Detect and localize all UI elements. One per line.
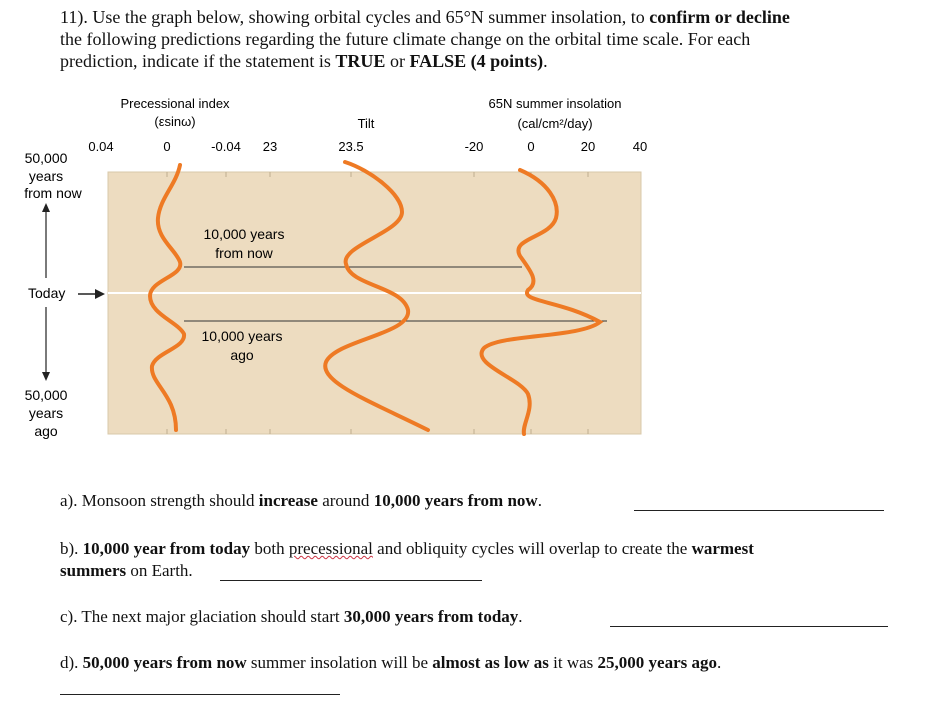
ins-unit: (cal/cm²/day) bbox=[517, 116, 592, 131]
c-text: c). The next major glaciation should sta… bbox=[60, 607, 344, 626]
prec-tick: 0 bbox=[163, 139, 170, 154]
d-bold-3: 25,000 years ago bbox=[598, 653, 717, 672]
a-text: a). Monsoon strength should bbox=[60, 491, 259, 510]
today-arrow-head bbox=[95, 289, 105, 299]
b-bold-2: warmest bbox=[692, 539, 754, 558]
future-marker-label: 10,000 years bbox=[204, 226, 285, 242]
d-end: . bbox=[717, 653, 721, 672]
arrow-down-head bbox=[42, 372, 50, 381]
b-text-4: on Earth. bbox=[126, 561, 193, 580]
b-bold-1: 10,000 year from today bbox=[83, 539, 250, 558]
d-bold-2: almost as low as bbox=[432, 653, 549, 672]
left-bottom-label: 50,000 bbox=[25, 387, 68, 403]
left-top-label: 50,000 bbox=[25, 150, 68, 166]
answer-d-blank[interactable] bbox=[60, 678, 340, 695]
b-bold-3: summers bbox=[60, 561, 126, 580]
answer-c-blank[interactable] bbox=[610, 610, 888, 627]
d-text: d). bbox=[60, 653, 83, 672]
past-marker-label: 10,000 years bbox=[202, 328, 283, 344]
answer-b-blank[interactable] bbox=[220, 564, 482, 581]
prec-title: Precessional index bbox=[120, 96, 230, 111]
true-label: TRUE bbox=[335, 51, 385, 71]
prec-unit: (εsinω) bbox=[154, 114, 195, 129]
arrow-up-head bbox=[42, 203, 50, 212]
ins-tick: -20 bbox=[465, 139, 484, 154]
c-bold-1: 30,000 years from today bbox=[344, 607, 518, 626]
d-bold-1: 50,000 years from now bbox=[83, 653, 247, 672]
left-bottom-label: ago bbox=[34, 423, 58, 439]
ins-tick: 0 bbox=[527, 139, 534, 154]
left-top-label: from now bbox=[24, 185, 82, 201]
a-bold-2: 10,000 years from now bbox=[374, 491, 538, 510]
a-end: . bbox=[538, 491, 542, 510]
question-text: 11). Use the graph below, showing orbita… bbox=[60, 6, 900, 72]
or-label: or bbox=[390, 51, 405, 71]
points-label: (4 points) bbox=[471, 51, 544, 71]
question-line-3: prediction, indicate if the statement is… bbox=[60, 50, 900, 72]
left-top-label: years bbox=[29, 168, 63, 184]
orbital-cycles-figure: Precessional index (εsinω) Tilt 65N summ… bbox=[0, 90, 660, 450]
a-text-2: around bbox=[318, 491, 374, 510]
d-text-3: it was bbox=[549, 653, 598, 672]
tilt-title: Tilt bbox=[358, 116, 375, 131]
ins-tick: 20 bbox=[581, 139, 595, 154]
answer-d: d). 50,000 years from now summer insolat… bbox=[60, 652, 721, 674]
ins-title: 65N summer insolation bbox=[489, 96, 622, 111]
left-bottom-label: years bbox=[29, 405, 63, 421]
question-number: 11). Use the graph below, showing orbita… bbox=[60, 7, 645, 27]
past-marker-label: ago bbox=[230, 347, 254, 363]
prec-tick: -0.04 bbox=[211, 139, 241, 154]
answer-a-blank[interactable] bbox=[634, 494, 884, 511]
answer-c: c). The next major glaciation should sta… bbox=[60, 606, 523, 628]
b-text-2: both bbox=[250, 539, 289, 558]
tilt-tick: 23 bbox=[263, 139, 277, 154]
c-end: . bbox=[518, 607, 522, 626]
prec-tick: 0.04 bbox=[88, 139, 113, 154]
question-line-2: the following predictions regarding the … bbox=[60, 28, 900, 50]
b-text: b). bbox=[60, 539, 83, 558]
tilt-tick: 23.5 bbox=[338, 139, 363, 154]
q-period: . bbox=[543, 51, 548, 71]
d-text-2: summer insolation will be bbox=[247, 653, 433, 672]
future-marker-label: from now bbox=[215, 245, 273, 261]
b-text-3: and obliquity cycles will overlap to cre… bbox=[373, 539, 692, 558]
a-bold-1: increase bbox=[259, 491, 318, 510]
false-label: FALSE bbox=[409, 51, 466, 71]
today-label: Today bbox=[28, 285, 65, 301]
answer-a: a). Monsoon strength should increase aro… bbox=[60, 490, 542, 512]
q-prediction: prediction, indicate if the statement is bbox=[60, 51, 331, 71]
question-line-1: 11). Use the graph below, showing orbita… bbox=[60, 6, 900, 28]
ins-tick: 40 bbox=[633, 139, 647, 154]
b-wavy-word: precessional bbox=[289, 539, 373, 558]
confirm-decline: confirm or decline bbox=[649, 7, 790, 27]
graph-panel bbox=[108, 172, 641, 434]
